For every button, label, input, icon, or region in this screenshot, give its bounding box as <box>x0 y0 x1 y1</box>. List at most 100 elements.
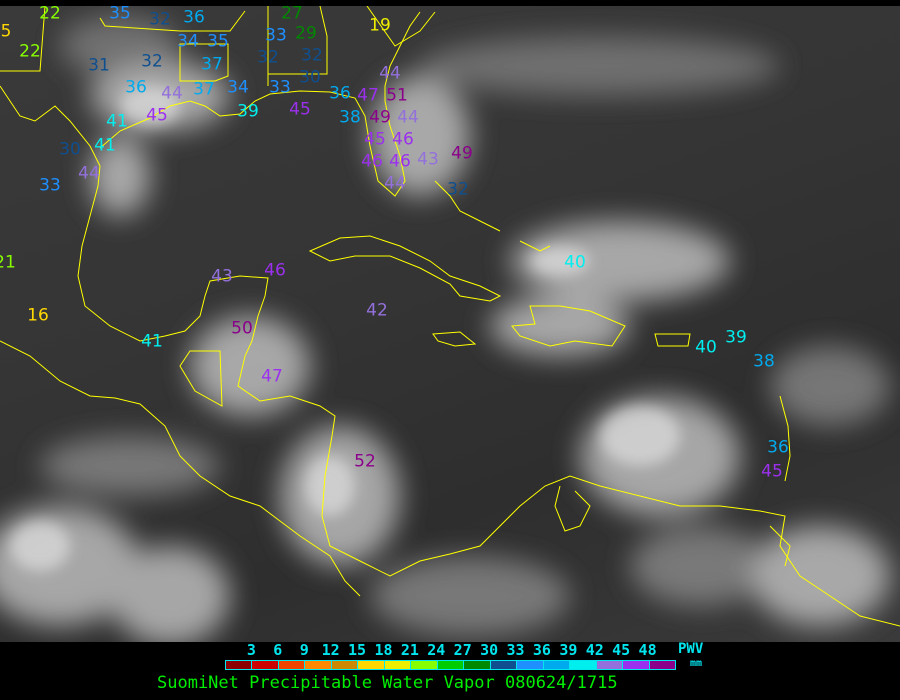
legend-tick-label: 24 <box>427 641 446 659</box>
pwv-station-label: 35 <box>207 31 229 52</box>
pwv-station-label: 36 <box>183 7 205 28</box>
legend-color-swatch <box>278 661 306 669</box>
pwv-station-label: 40 <box>564 252 586 273</box>
legend-tick-label: 15 <box>348 641 367 659</box>
pwv-station-label: 32 <box>141 51 163 72</box>
pwv-station-label: 38 <box>339 107 361 128</box>
legend-color-swatch <box>358 661 385 669</box>
pwv-station-label: 33 <box>265 25 287 46</box>
pwv-station-label: 46 <box>361 151 383 172</box>
pwv-station-label: 45 <box>289 99 311 120</box>
pwv-station-label: 42 <box>366 300 388 321</box>
pwv-station-label: 49 <box>369 107 391 128</box>
pwv-station-label: 36 <box>125 77 147 98</box>
pwv-station-label: 30 <box>59 139 81 160</box>
legend-tick-label: 39 <box>559 641 578 659</box>
pwv-station-label: 43 <box>417 149 439 170</box>
pwv-station-label: 33 <box>39 175 61 196</box>
pwv-station-label: 38 <box>753 351 775 372</box>
legend-color-swatch <box>411 661 438 669</box>
pwv-station-label: 32 <box>301 45 323 66</box>
legend-tick-label: 12 <box>321 641 340 659</box>
pwv-station-label: 16 <box>27 305 49 326</box>
pwv-color-legend: 3 6 9 12 15 18 21 24 27 30 33 36 39 42 45 48 PWV mm Suo… <box>0 641 900 700</box>
legend-tick-label: 36 <box>532 641 551 659</box>
pwv-station-label: 36 <box>329 83 351 104</box>
pwv-station-label: 41 <box>141 331 163 352</box>
pwv-station-label: 31 <box>88 55 110 76</box>
pwv-station-label: 44 <box>379 63 401 84</box>
pwv-station-label: 49 <box>451 143 473 164</box>
legend-color-swatch <box>331 661 359 669</box>
legend-tick-label: 45 <box>612 641 631 659</box>
pwv-station-label: 37 <box>193 79 215 100</box>
pwv-station-label: 44 <box>384 173 406 194</box>
legend-tick-label: 6 <box>273 641 283 659</box>
pwv-station-label: 39 <box>725 327 747 348</box>
pwv-station-label: 5 <box>0 21 12 42</box>
pwv-station-label: 32 <box>149 9 171 30</box>
image-caption: SuomiNet Precipitable Water Vapor 080624… <box>157 673 618 693</box>
legend-color-swatch <box>490 661 518 669</box>
legend-color-swatch <box>570 661 597 669</box>
coastlines <box>0 6 900 627</box>
bright-cloud-cores <box>10 86 680 571</box>
legend-tick-label: 30 <box>480 641 499 659</box>
pwv-station-label: 52 <box>354 451 376 472</box>
pwv-station-label: 35 <box>109 3 131 24</box>
pwv-station-label: 45 <box>364 129 386 150</box>
pwv-station-label: 50 <box>231 318 253 339</box>
pwv-station-label: 44 <box>161 83 183 104</box>
legend-color-swatch <box>437 661 465 669</box>
pwv-station-label: 19 <box>369 15 391 36</box>
legend-tick-label: 33 <box>506 641 525 659</box>
pwv-station-label: 29 <box>295 23 317 44</box>
legend-tick-label: 21 <box>400 641 419 659</box>
pwv-station-label: 41 <box>106 111 128 132</box>
pwv-station-label: 30 <box>299 67 321 88</box>
legend-color-swatch <box>305 661 332 669</box>
pwv-station-label: 47 <box>261 366 283 387</box>
pwv-station-label: 45 <box>146 105 168 126</box>
pwv-station-label: 22 <box>19 41 41 62</box>
pwv-station-label: 39 <box>237 101 259 122</box>
legend-color-bar <box>225 660 676 670</box>
pwv-station-label: 33 <box>269 77 291 98</box>
satellite-map: 22 5 22 35 36 32 32 31 36 44 45 41 41 30… <box>0 3 900 642</box>
legend-tick-label: 48 <box>638 641 657 659</box>
legend-color-swatch <box>596 661 624 669</box>
pwv-station-label: 46 <box>392 129 414 150</box>
pwv-station-label: 46 <box>389 151 411 172</box>
legend-color-swatch <box>464 661 491 669</box>
legend-color-swatch <box>623 661 650 669</box>
pwv-station-label: 32 <box>447 179 469 200</box>
legend-color-swatch <box>543 661 571 669</box>
pwv-station-label: 36 <box>767 437 789 458</box>
legend-unit: mm <box>690 658 703 669</box>
pwv-station-label: 44 <box>397 107 419 128</box>
legend-tick-label: 42 <box>585 641 604 659</box>
legend-tick-label: 18 <box>374 641 393 659</box>
pwv-station-label: 44 <box>78 163 100 184</box>
legend-color-swatch <box>517 661 544 669</box>
legend-color-swatch <box>226 661 253 669</box>
pwv-station-label: 47 <box>357 85 379 106</box>
pwv-station-label: 40 <box>695 337 717 358</box>
legend-tick-label: 9 <box>299 641 309 659</box>
pwv-station-label: 41 <box>94 135 116 156</box>
legend-tick-label: 3 <box>246 641 256 659</box>
legend-unit-title: PWV <box>678 641 704 657</box>
legend-tick-label: 27 <box>453 641 472 659</box>
pwv-station-label: 34 <box>227 77 249 98</box>
satellite-imagery <box>0 6 900 642</box>
legend-color-swatch <box>649 661 675 669</box>
pwv-station-label: 22 <box>39 3 61 24</box>
pwv-station-label: 32 <box>257 47 279 68</box>
pwv-station-label: 34 <box>177 31 199 52</box>
pwv-station-label: 46 <box>264 260 286 281</box>
pwv-station-label: 51 <box>386 85 408 106</box>
legend-color-swatch <box>384 661 412 669</box>
legend-color-swatch <box>252 661 279 669</box>
pwv-station-label: 43 <box>211 266 233 287</box>
